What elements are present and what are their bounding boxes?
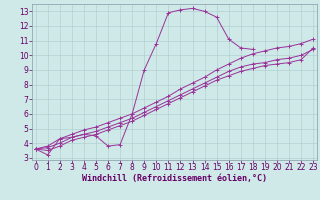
X-axis label: Windchill (Refroidissement éolien,°C): Windchill (Refroidissement éolien,°C) xyxy=(82,174,267,183)
